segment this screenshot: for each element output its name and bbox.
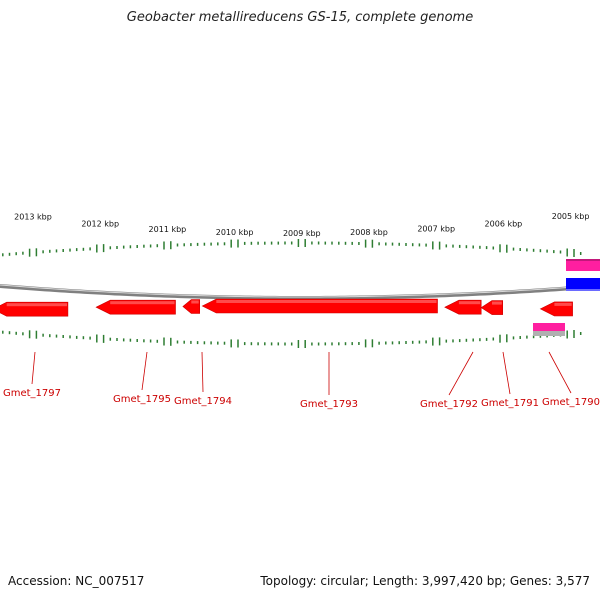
gene-gmet-1794[interactable]	[182, 299, 200, 314]
gene-gmet-1795[interactable]	[95, 299, 176, 315]
gene-label: Gmet_1797	[3, 388, 61, 399]
scale-label: 2008 kbp	[350, 228, 388, 237]
gene-arrow-shine	[110, 301, 175, 305]
backbone-line	[0, 283, 600, 300]
scale-label: 2013 kbp	[14, 212, 52, 221]
gene-label: Gmet_1791	[481, 398, 539, 409]
label-leader	[548, 351, 572, 394]
gene-gmet-1797[interactable]	[0, 301, 69, 317]
gene-label: Gmet_1795	[113, 394, 171, 405]
gene-label: Gmet_1794	[174, 396, 232, 407]
accession-label: Accession: NC_007517	[8, 574, 145, 588]
genome-summary: Topology: circular; Length: 3,997,420 bp…	[260, 574, 590, 588]
gene-arrow-shine	[458, 301, 481, 305]
scale-label: 2005 kbp	[552, 212, 590, 221]
map-title: Geobacter metallireducens GS-15, complet…	[126, 10, 474, 25]
gene-arrow-shine	[216, 300, 437, 303]
features	[533, 259, 600, 336]
label-leader	[31, 351, 36, 385]
label-leader	[141, 351, 148, 391]
scale-label: 2012 kbp	[81, 220, 119, 229]
feature-bar-grey	[533, 331, 565, 336]
gene-label: Gmet_1790	[542, 397, 600, 408]
gene-gmet-1793[interactable]	[201, 298, 438, 314]
gene-label: Gmet_1792	[420, 399, 478, 410]
feature-bar-magenta-upper-edge	[566, 259, 600, 261]
scale-label: 2007 kbp	[417, 225, 455, 234]
gene-arrow-shine	[6, 303, 67, 307]
scale-labels: 2013 kbp 2012 kbp 2011 kbp 2010 kbp 2009 kbp…	[14, 212, 589, 238]
genome-backbone	[0, 283, 600, 300]
scale-label: 2006 kbp	[485, 219, 523, 228]
scale-label: 2011 kbp	[149, 225, 187, 234]
feature-bar-magenta-lower	[533, 323, 565, 331]
gene-arrow-shine	[554, 302, 572, 306]
feature-bar-magenta-upper	[566, 260, 600, 271]
gene-labels: Gmet_1797 Gmet_1795 Gmet_1794 Gmet_1793 Gmet…	[3, 351, 600, 410]
scale-label: 2009 kbp	[283, 229, 321, 238]
scale-label: 2010 kbp	[216, 228, 254, 237]
gene-arrow-shine	[191, 300, 199, 304]
backbone-highlight	[0, 284, 600, 298]
gene-label: Gmet_1793	[300, 399, 358, 410]
label-leader	[201, 351, 204, 393]
feature-bar-blue	[566, 278, 600, 290]
feature-bar-blue-edge	[566, 289, 600, 291]
genes[interactable]	[0, 298, 573, 317]
label-leader	[448, 351, 474, 396]
gene-gmet-1791[interactable]	[480, 300, 504, 315]
gene-gmet-1790[interactable]	[539, 301, 573, 317]
label-leader	[502, 351, 511, 395]
gene-gmet-1792[interactable]	[444, 299, 482, 315]
scale-ticks	[2, 239, 582, 348]
gene-arrow-shine	[492, 301, 502, 305]
